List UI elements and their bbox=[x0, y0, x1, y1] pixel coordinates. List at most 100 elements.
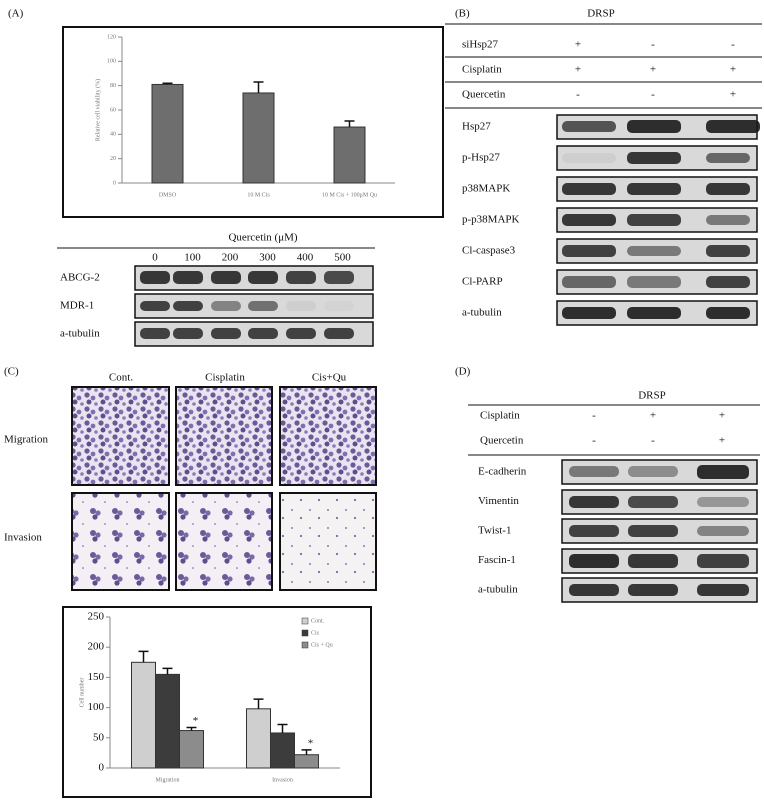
y-tick-label: 80 bbox=[110, 83, 116, 89]
bar bbox=[270, 732, 295, 769]
error-bar bbox=[162, 82, 173, 85]
condition-sign: - bbox=[592, 435, 596, 447]
bar bbox=[294, 754, 319, 769]
blot-row-label: p-Hsp27 bbox=[462, 152, 500, 164]
lane-label: 300 bbox=[259, 252, 276, 264]
error-bar bbox=[344, 120, 355, 128]
y-tick-label: 50 bbox=[93, 731, 105, 743]
error-bar bbox=[277, 723, 288, 733]
column-label: Cis+Qu bbox=[312, 372, 347, 384]
panel-label: (A) bbox=[8, 8, 24, 20]
condition-sign: - bbox=[576, 89, 580, 101]
condition-sign: + bbox=[730, 64, 736, 76]
condition-label: Cisplatin bbox=[462, 64, 502, 76]
condition-sign: + bbox=[575, 64, 581, 76]
condition-sign: - bbox=[651, 89, 655, 101]
x-tick-label: 10 M Cis bbox=[247, 192, 270, 198]
column-label: Cisplatin bbox=[205, 372, 245, 384]
x-tick-label: Migration bbox=[156, 777, 180, 783]
y-tick-label: 120 bbox=[107, 34, 116, 40]
error-bar bbox=[253, 81, 264, 93]
legend-label: Cis + Qu bbox=[311, 642, 333, 648]
blot-row-label: Fascin-1 bbox=[478, 554, 516, 566]
blot-row-label: MDR-1 bbox=[60, 300, 94, 312]
blot-row-label: p38MAPK bbox=[462, 183, 510, 195]
error-bar bbox=[162, 667, 173, 675]
y-tick-label: 20 bbox=[110, 156, 116, 162]
y-tick-label: 150 bbox=[88, 671, 105, 683]
y-tick-label: 0 bbox=[113, 180, 116, 186]
blot-row-label: Cl-PARP bbox=[462, 276, 503, 288]
condition-sign: + bbox=[575, 39, 581, 51]
error-bar bbox=[186, 726, 197, 731]
bar bbox=[131, 661, 156, 769]
lane-label: 100 bbox=[184, 252, 201, 264]
panel-title: DRSP bbox=[638, 390, 666, 402]
bar bbox=[151, 83, 184, 184]
y-tick-label: 60 bbox=[110, 107, 116, 113]
lane-label: 200 bbox=[222, 252, 239, 264]
blot-title: Quercetin (μM) bbox=[228, 232, 297, 244]
condition-sign: - bbox=[651, 435, 655, 447]
condition-sign: + bbox=[650, 64, 656, 76]
bar bbox=[179, 730, 204, 769]
condition-label: Quercetin bbox=[480, 435, 524, 447]
panel-title: DRSP bbox=[587, 8, 615, 20]
condition-label: Cisplatin bbox=[480, 410, 520, 422]
y-tick-label: 40 bbox=[110, 132, 116, 138]
condition-sign: + bbox=[719, 410, 725, 422]
condition-sign: + bbox=[730, 89, 736, 101]
legend-swatch bbox=[301, 641, 309, 649]
legend-label: Cis bbox=[311, 630, 320, 636]
lane-label: 400 bbox=[297, 252, 314, 264]
panel-label: (B) bbox=[455, 8, 470, 20]
condition-sign: + bbox=[719, 435, 725, 447]
condition-sign: - bbox=[592, 410, 596, 422]
y-tick-label: 200 bbox=[88, 641, 105, 653]
panel-label: (C) bbox=[4, 366, 19, 378]
condition-sign: - bbox=[651, 39, 655, 51]
chart-frame bbox=[62, 606, 372, 798]
bar bbox=[242, 92, 275, 184]
y-tick-label: 100 bbox=[88, 701, 105, 713]
condition-label: siHsp27 bbox=[462, 39, 499, 51]
y-axis-label: Cell number bbox=[79, 678, 85, 708]
y-tick-label: 250 bbox=[88, 611, 105, 623]
micrographs bbox=[71, 386, 377, 591]
error-bar bbox=[301, 749, 312, 755]
y-tick-label: 100 bbox=[107, 59, 116, 65]
significance-mark: * bbox=[308, 737, 314, 749]
row-label: Migration bbox=[4, 434, 48, 446]
blot-a bbox=[134, 265, 374, 347]
x-tick-label: DMSO bbox=[159, 192, 177, 198]
chart-frame bbox=[62, 26, 444, 218]
condition-sign: - bbox=[731, 39, 735, 51]
x-tick-label: Invasion bbox=[272, 777, 293, 783]
column-label: Cont. bbox=[109, 372, 133, 384]
x-tick-label: 10 M Cis + 100μM Qu bbox=[322, 192, 377, 198]
error-bar bbox=[253, 698, 264, 709]
condition-label: Quercetin bbox=[462, 89, 506, 101]
blot-row-label: p-p38MAPK bbox=[462, 214, 520, 226]
blot-row-label: a-tubulin bbox=[60, 328, 100, 340]
blot-row-label: Twist-1 bbox=[478, 525, 511, 537]
lane-label: 0 bbox=[152, 252, 158, 264]
error-bar bbox=[138, 650, 149, 663]
significance-mark: * bbox=[193, 715, 199, 727]
blot-row-label: E-cadherin bbox=[478, 466, 527, 478]
legend-swatch bbox=[301, 617, 309, 625]
legend-label: Cont. bbox=[311, 618, 325, 624]
bar bbox=[155, 673, 180, 769]
row-label: Invasion bbox=[4, 532, 42, 544]
blot-d bbox=[561, 459, 758, 603]
blot-row-label: ABCG-2 bbox=[60, 272, 100, 284]
y-axis-label: Relative cell viability (%) bbox=[94, 79, 101, 141]
blot-row-label: Cl-caspase3 bbox=[462, 245, 516, 257]
blot-row-label: Hsp27 bbox=[462, 121, 491, 133]
blot-b bbox=[556, 114, 760, 326]
bar bbox=[246, 708, 271, 769]
y-tick-label: 0 bbox=[99, 762, 105, 774]
blot-row-label: a-tubulin bbox=[478, 584, 518, 596]
